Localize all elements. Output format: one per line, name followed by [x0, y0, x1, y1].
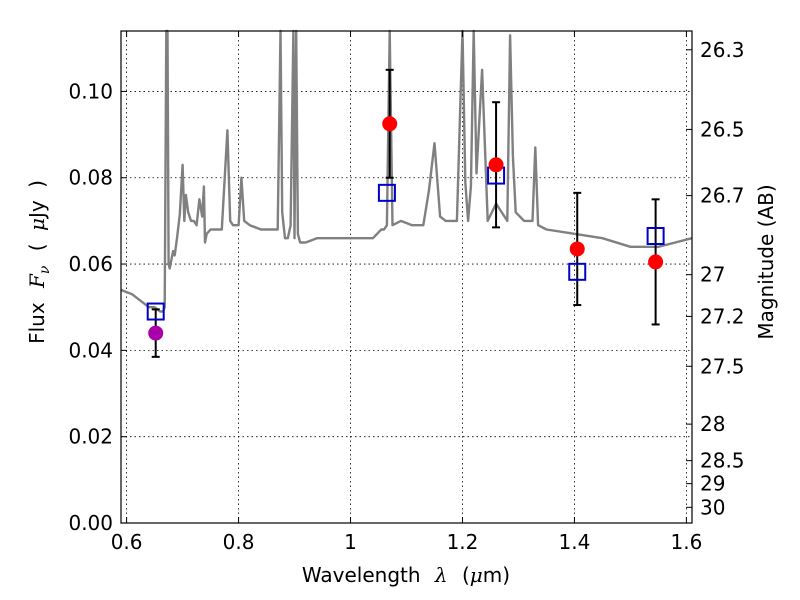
spectrum-line [120, 29, 693, 313]
model-photometry-square [146, 302, 165, 321]
y-axis-title: Flux Fν ( μJy ) [25, 180, 54, 344]
model-spectrum [120, 29, 693, 313]
x-tick-label: 1.2 [447, 530, 479, 554]
y-tick-label: 0.08 [68, 166, 113, 190]
mag-tick-label: 26.5 [700, 117, 745, 141]
mag-tick-label: 27.2 [700, 304, 745, 328]
model-photometry-square [377, 183, 396, 202]
mag-tick-label: 27.5 [700, 354, 745, 378]
x-tick-label: 1.6 [670, 530, 702, 554]
y-tick-label: 0.02 [68, 425, 113, 449]
mag-tick-label: 26.3 [700, 38, 745, 62]
x-axis-title: Wavelength λ (μm) [302, 563, 510, 587]
mag-tick-label: 30 [700, 495, 725, 519]
mag-tick-label: 29 [700, 472, 725, 496]
mag-tick-label: 28 [700, 412, 725, 436]
x-tick-label: 1 [344, 530, 357, 554]
x-tick-label: 0.8 [223, 530, 255, 554]
mag-tick-label: 26.7 [700, 184, 745, 208]
y-tick-label: 0.00 [68, 511, 113, 535]
mag-tick-label: 27 [700, 263, 725, 287]
x-tick-label: 0.6 [111, 530, 143, 554]
grid-lines [121, 31, 692, 524]
axis-ticks: 0.6 0.8 1 1.2 1.4 1.6 0.00 0.02 0.04 0.06 0.08 0.10… [68, 31, 745, 554]
observed-point [488, 157, 504, 173]
mag-tick-label: 28.5 [700, 449, 745, 473]
model-photometry-square [568, 262, 587, 281]
observed-point [382, 116, 398, 132]
y-tick-label: 0.04 [68, 338, 113, 362]
data-points [146, 68, 665, 358]
model-photometry-square [646, 227, 665, 245]
y-tick-label: 0.10 [68, 79, 113, 103]
x-tick-label: 1.4 [559, 530, 591, 554]
y-tick-label: 0.06 [68, 252, 113, 276]
observed-point [569, 241, 585, 257]
plot-frame [120, 30, 693, 524]
y2-axis-title: Magnitude (AB) [754, 184, 778, 339]
observed-point [148, 325, 164, 341]
observed-point [648, 254, 664, 270]
